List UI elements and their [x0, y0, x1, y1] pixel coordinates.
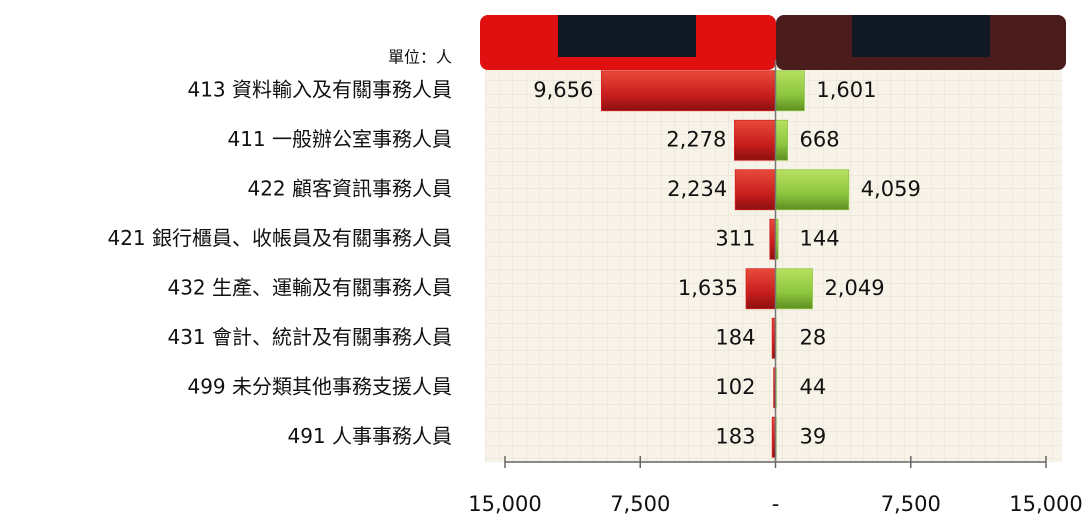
- value-label: 311: [715, 226, 755, 250]
- bar: [775, 268, 813, 310]
- x-tick-label: 7,500: [881, 492, 941, 516]
- x-tick-label: 15,000: [1009, 492, 1082, 516]
- category-label: 421 銀行櫃員、收帳員及有關事務人員: [107, 226, 452, 250]
- category-label: 431 會計、統計及有關事務人員: [167, 325, 452, 349]
- category-label: 499 未分類其他事務支援人員: [187, 374, 452, 398]
- value-label: 1,601: [816, 78, 876, 102]
- x-tick-label: -: [772, 492, 780, 516]
- value-label: 9,656: [533, 78, 593, 102]
- category-label: 422 顧客資訊事務人員: [247, 176, 452, 200]
- category-label: 411 一般辦公室事務人員: [227, 127, 452, 151]
- banner-box: [852, 15, 990, 57]
- value-label: 184: [715, 325, 755, 349]
- value-label: 1,635: [678, 276, 738, 300]
- x-tick-label: 7,500: [610, 492, 670, 516]
- value-label: 144: [800, 226, 840, 250]
- bar: [734, 119, 776, 161]
- value-label: 44: [800, 375, 827, 399]
- value-label: 183: [715, 424, 755, 448]
- bar: [769, 218, 776, 260]
- value-label: 102: [715, 375, 755, 399]
- bar: [775, 70, 805, 112]
- value-label: 2,234: [667, 177, 727, 201]
- unit-label: 單位：人: [388, 48, 452, 67]
- bar: [600, 70, 776, 112]
- bar: [734, 169, 776, 211]
- x-tick-label: 15,000: [468, 492, 541, 516]
- value-label: 2,049: [824, 276, 884, 300]
- bar: [775, 119, 788, 161]
- category-label: 491 人事事務人員: [287, 424, 452, 448]
- bar: [775, 169, 850, 211]
- value-label: 39: [800, 424, 827, 448]
- bar: [745, 268, 776, 310]
- value-label: 2,278: [666, 127, 726, 151]
- banner-box: [558, 15, 696, 57]
- value-label: 28: [800, 325, 827, 349]
- category-label: 413 資料輸入及有關事務人員: [187, 77, 452, 101]
- value-label: 668: [800, 127, 840, 151]
- category-label: 432 生產、運輸及有關事務人員: [167, 275, 452, 299]
- value-label: 4,059: [861, 177, 921, 201]
